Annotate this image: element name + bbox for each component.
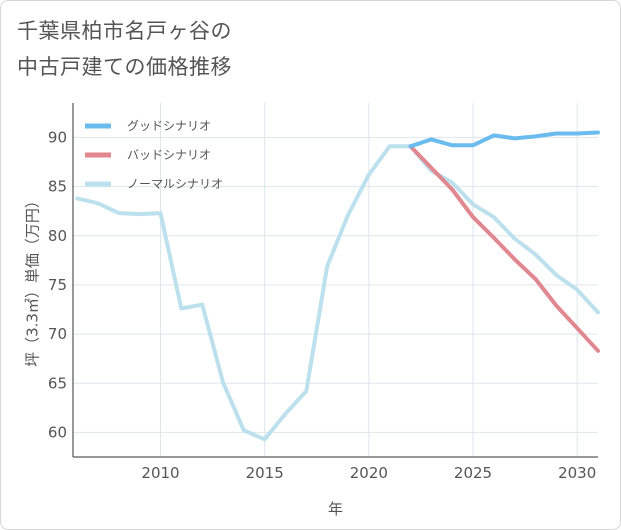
y-tick-label-75: 75 xyxy=(48,276,67,294)
y-tick-label-60: 60 xyxy=(48,423,67,441)
y-axis-title: 坪（3.3㎡）単価（万円） xyxy=(24,193,42,367)
legend-label-0: グッドシナリオ xyxy=(127,119,211,133)
x-tick-label-2030: 2030 xyxy=(558,464,596,482)
series-line-1 xyxy=(411,146,599,350)
y-tick-label-65: 65 xyxy=(48,374,67,392)
y-tick-label-70: 70 xyxy=(48,325,67,343)
chart-card: 千葉県柏市名戸ヶ谷の 中古戸建ての価格推移 60 65 70 75 80 85 90 2010… xyxy=(0,0,621,530)
y-tick-label-80: 80 xyxy=(48,227,67,245)
line-chart: 60 65 70 75 80 85 90 2010 2015 2020 2025 2030 グッドシナ… xyxy=(1,1,621,530)
x-axis-title: 年 xyxy=(328,500,343,518)
legend-label-2: ノーマルシナリオ xyxy=(127,177,223,191)
x-tick-label-2010: 2010 xyxy=(141,464,179,482)
x-tick-label-2025: 2025 xyxy=(454,464,492,482)
series-line-0 xyxy=(411,133,599,147)
y-tick-label-85: 85 xyxy=(48,178,67,196)
x-tick-label-2020: 2020 xyxy=(350,464,388,482)
legend-label-1: バッドシナリオ xyxy=(127,148,211,162)
x-tick-label-2015: 2015 xyxy=(246,464,284,482)
y-tick-label-90: 90 xyxy=(48,128,67,146)
